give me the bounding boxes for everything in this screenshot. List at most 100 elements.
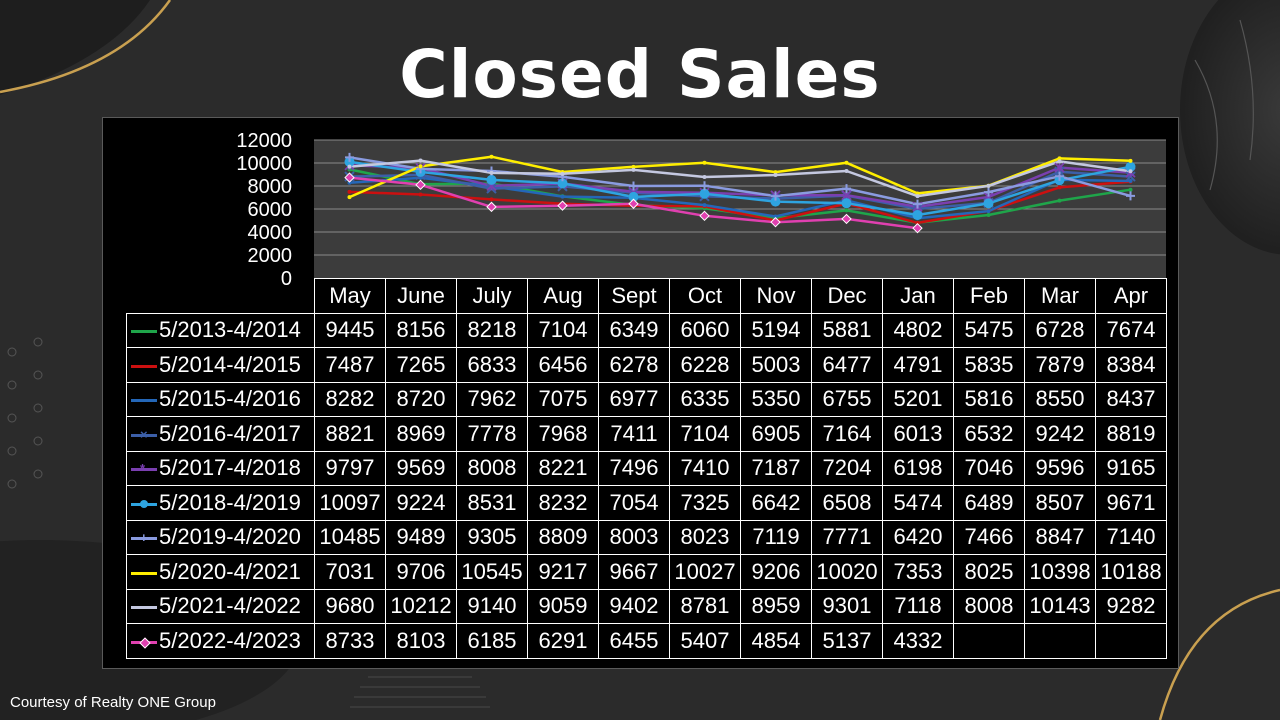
data-label: 7046 xyxy=(953,450,1025,486)
x-tick-label: Dec xyxy=(811,278,883,314)
legend-entry: 5/2020-4/2021 xyxy=(126,554,315,590)
data-point xyxy=(912,222,923,234)
table-header-row: May June July Aug Sept Oct Nov Dec Jan Feb Mar Apr xyxy=(127,278,1167,314)
data-point xyxy=(557,178,568,189)
legend-entry: * 5/2017-4/2018 xyxy=(126,450,315,486)
series-name: 5/2016-4/2017 xyxy=(159,420,301,446)
data-label: 6278 xyxy=(598,347,670,383)
table-row: 5/2018-4/2019 10097 9224 8531 8232 7054 7325 66… xyxy=(126,485,1167,521)
marble-circle-right-icon xyxy=(1180,0,1280,255)
data-point xyxy=(702,203,707,208)
data-label: 9140 xyxy=(456,588,528,624)
data-label: 5137 xyxy=(811,623,883,659)
table-row: 5/2022-4/2023 8733 8103 6185 6291 6455 5407 485… xyxy=(126,623,1167,659)
data-label: 6833 xyxy=(456,347,528,383)
data-label: 9797 xyxy=(314,450,386,486)
gold-arc-bottom-right-icon xyxy=(1158,588,1280,720)
series-line xyxy=(349,160,1131,217)
data-label: 6291 xyxy=(527,623,599,659)
data-label: 9569 xyxy=(385,450,457,486)
data-label: 5407 xyxy=(669,623,741,659)
data-label: 7204 xyxy=(811,450,883,486)
data-label: 10485 xyxy=(314,519,386,555)
data-point xyxy=(1057,185,1062,190)
y-tick-label: 2000 xyxy=(248,245,293,267)
table-row: 5/2013-4/2014 9445 8156 8218 7104 6349 6060 519… xyxy=(126,312,1167,348)
data-label: 6508 xyxy=(811,485,883,521)
x-tick-label: Oct xyxy=(669,278,741,314)
data-point xyxy=(773,170,778,175)
data-label: 9671 xyxy=(1095,485,1167,521)
data-label: 9596 xyxy=(1024,450,1096,486)
data-label: 4802 xyxy=(882,312,954,348)
data-point xyxy=(489,154,494,159)
data-label: 6349 xyxy=(598,312,670,348)
data-label: 10545 xyxy=(456,554,528,590)
series-name: 5/2020-4/2021 xyxy=(159,558,301,584)
data-label: 10188 xyxy=(1095,554,1167,590)
data-point xyxy=(702,160,707,165)
data-label: 9217 xyxy=(527,554,599,590)
y-tick-label: 6000 xyxy=(248,199,293,221)
data-point xyxy=(631,164,636,169)
data-label: 7140 xyxy=(1095,519,1167,555)
data-label: 6228 xyxy=(669,347,741,383)
data-point xyxy=(347,189,352,194)
data-point xyxy=(841,213,852,225)
data-label: 7771 xyxy=(811,519,883,555)
dot-grid-icon xyxy=(7,337,43,489)
data-label: 10097 xyxy=(314,485,386,521)
data-point xyxy=(628,191,639,202)
data-label: 5835 xyxy=(953,347,1025,383)
data-label: 8959 xyxy=(740,588,812,624)
data-point xyxy=(415,179,426,191)
data-point xyxy=(770,196,781,207)
data-label: 5201 xyxy=(882,381,954,417)
data-label: 6477 xyxy=(811,347,883,383)
data-point xyxy=(347,164,352,169)
series-name: 5/2013-4/2014 xyxy=(159,317,301,343)
series-name: 5/2021-4/2022 xyxy=(159,593,301,619)
data-point xyxy=(771,191,780,201)
x-tick-label: Apr xyxy=(1095,278,1167,314)
data-label: 9242 xyxy=(1024,416,1096,452)
data-label: 8103 xyxy=(385,623,457,659)
data-point xyxy=(418,164,423,169)
data-label: 8218 xyxy=(456,312,528,348)
data-label: 8232 xyxy=(527,485,599,521)
data-point xyxy=(986,213,991,218)
data-label: 7187 xyxy=(740,450,812,486)
series-name: 5/2017-4/2018 xyxy=(159,455,301,481)
x-tick-label: Jan xyxy=(882,278,954,314)
data-point xyxy=(1054,162,1065,173)
data-label: 8821 xyxy=(314,416,386,452)
data-label: 7466 xyxy=(953,519,1025,555)
data-label: 6977 xyxy=(598,381,670,417)
data-point xyxy=(489,170,494,175)
data-label: 8025 xyxy=(953,554,1025,590)
series-name: 5/2018-4/2019 xyxy=(159,489,301,515)
data-label: 7054 xyxy=(598,485,670,521)
y-tick-label: 10000 xyxy=(236,153,292,175)
data-label: 6185 xyxy=(456,623,528,659)
data-point xyxy=(913,199,922,209)
data-label: 9301 xyxy=(811,588,883,624)
data-point xyxy=(986,183,991,188)
data-label: 7118 xyxy=(882,588,954,624)
data-label: 7104 xyxy=(527,312,599,348)
data-label: 7119 xyxy=(740,519,812,555)
series-name: 5/2022-4/2023 xyxy=(159,627,301,653)
data-point xyxy=(418,158,423,163)
data-point xyxy=(844,160,849,165)
legend-key-icon: × xyxy=(131,428,157,441)
data-point xyxy=(629,181,638,191)
data-label: 9282 xyxy=(1095,588,1167,624)
data-label: 9305 xyxy=(456,519,528,555)
data-point xyxy=(557,200,568,211)
data-label: 5816 xyxy=(953,381,1025,417)
data-label: 6642 xyxy=(740,485,812,521)
data-point xyxy=(986,209,991,214)
data-point xyxy=(1055,171,1064,181)
top-left-dark-shape xyxy=(0,0,150,95)
